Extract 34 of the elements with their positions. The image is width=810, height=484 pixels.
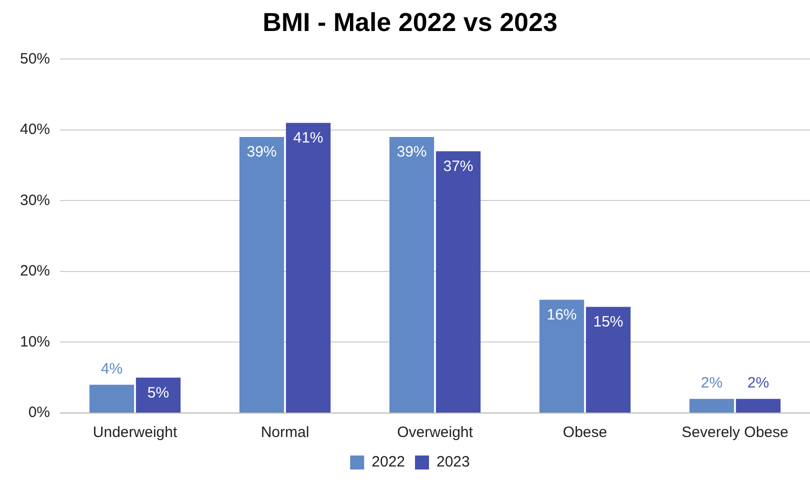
- x-tick-label: Severely Obese: [682, 424, 788, 442]
- y-tick-label: 50%: [20, 50, 50, 68]
- data-label: 5%: [147, 384, 170, 402]
- y-tick-label: 10%: [20, 333, 50, 350]
- y-tick-label: 30%: [20, 192, 50, 209]
- data-label: 15%: [593, 314, 624, 330]
- bar: [586, 306, 631, 412]
- data-label: 2%: [700, 374, 723, 392]
- data-label: 39%: [396, 144, 427, 161]
- x-tick-label: Normal: [260, 424, 310, 442]
- x-tick-label: Underweight: [92, 424, 178, 442]
- bar: [436, 151, 481, 412]
- data-label: 16%: [546, 306, 577, 324]
- data-label: 41%: [293, 130, 324, 147]
- legend-label: 2023: [436, 454, 470, 471]
- x-tick-label: Overweight: [397, 424, 474, 442]
- data-label: 39%: [246, 144, 277, 161]
- data-label: 4%: [100, 360, 123, 378]
- x-tick-label: Obese: [562, 424, 608, 442]
- chart-title: BMI - Male 2022 vs 2023: [262, 6, 558, 37]
- bar: [89, 384, 134, 412]
- bar: [539, 300, 584, 412]
- bar: [736, 398, 781, 412]
- bar: [239, 137, 284, 412]
- data-label: 2%: [747, 374, 770, 392]
- bar: [136, 378, 181, 412]
- bar: [286, 122, 331, 412]
- y-tick-label: 40%: [20, 121, 50, 138]
- bar: [389, 137, 434, 412]
- data-label: 37%: [443, 158, 474, 175]
- y-tick-label: 20%: [20, 262, 50, 280]
- y-tick-label: 0%: [28, 404, 50, 422]
- legend-label: 2022: [372, 454, 406, 471]
- bar: [689, 398, 734, 412]
